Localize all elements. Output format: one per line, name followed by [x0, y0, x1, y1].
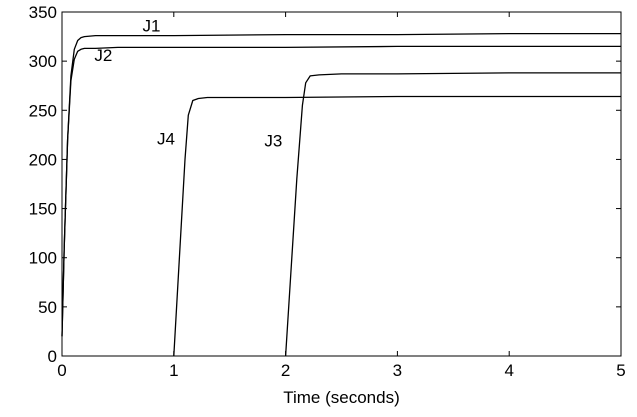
- y-tick-label: 0: [48, 347, 57, 366]
- y-tick-label: 200: [29, 150, 57, 169]
- y-tick-label: 300: [29, 52, 57, 71]
- x-tick-label: 5: [616, 361, 625, 380]
- y-tick-label: 150: [29, 200, 57, 219]
- series-label-j1: J1: [142, 17, 160, 36]
- y-tick-label: 50: [38, 298, 57, 317]
- y-tick-label: 350: [29, 3, 57, 22]
- x-tick-label: 3: [393, 361, 402, 380]
- series-line-j3: [284, 72, 621, 357]
- x-axis-label: Time (seconds): [283, 388, 400, 407]
- plot-frame: [61, 11, 622, 357]
- x-tick-label: 2: [281, 361, 290, 380]
- series-label-j3: J3: [264, 132, 282, 151]
- series-line-j4: [173, 95, 621, 357]
- series-label-j4: J4: [157, 130, 175, 149]
- x-tick-label: 0: [57, 361, 66, 380]
- x-axis: 0 1 2 3 4 5: [57, 12, 626, 380]
- x-tick-label: 1: [169, 361, 178, 380]
- y-tick-label: 100: [29, 249, 57, 268]
- y-axis: 0 50 100 150 200 250 300 350: [29, 3, 621, 366]
- y-tick-label: 250: [29, 101, 57, 120]
- annotation-group: J1 J2 J4 J3: [94, 17, 282, 151]
- series-line-j2: [61, 45, 621, 337]
- x-tick-label: 4: [504, 361, 513, 380]
- plot-area: [61, 11, 622, 357]
- series-label-j2: J2: [94, 46, 112, 65]
- series-group: [61, 32, 621, 357]
